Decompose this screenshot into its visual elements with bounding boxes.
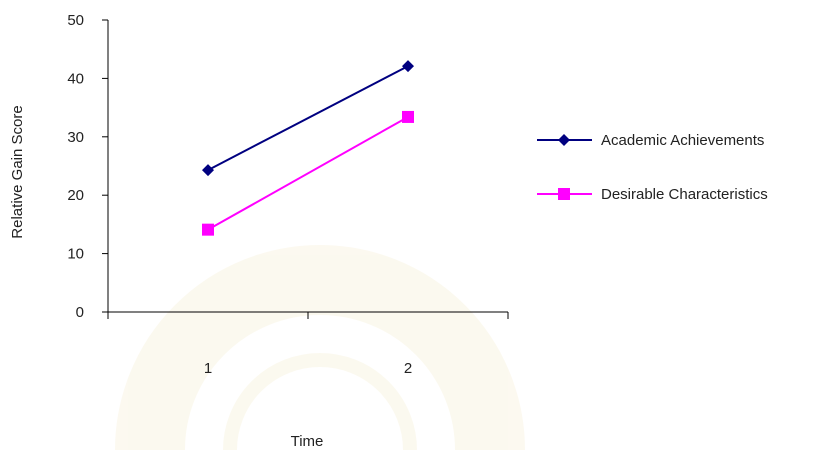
legend-item: Desirable Characteristics: [537, 186, 768, 203]
series-line: [207, 116, 409, 231]
legend: Academic Achievements Desirable Character…: [537, 132, 768, 203]
axes: 0 10 20 30 40 50 1 2: [67, 12, 509, 377]
y-tick-label: 50: [67, 12, 84, 29]
series-line: [207, 65, 409, 171]
y-tick-label: 0: [76, 304, 84, 321]
data-point: [402, 60, 414, 73]
series-1: [202, 110, 414, 236]
x-axis-title: Time: [291, 433, 324, 450]
y-tick-label: 40: [67, 70, 84, 87]
y-axis-title: Relative Gain Score: [9, 105, 26, 238]
legend-label: Academic Achievements: [601, 132, 764, 149]
series-layer: [202, 60, 414, 236]
legend-label: Desirable Characteristics: [601, 186, 768, 203]
data-point: [202, 164, 214, 177]
y-tick-label: 30: [67, 129, 84, 146]
series-0: [202, 60, 414, 177]
y-tick-label: 10: [67, 246, 84, 263]
x-tick-label: 1: [204, 360, 212, 377]
y-tick-label: 20: [67, 187, 84, 204]
legend-item: Academic Achievements: [537, 132, 764, 149]
legend-marker: [558, 188, 570, 200]
x-tick-label: 2: [404, 360, 412, 377]
data-point: [202, 223, 214, 236]
watermark-seal: [115, 245, 525, 450]
legend-marker: [558, 134, 570, 146]
data-point: [402, 110, 414, 123]
